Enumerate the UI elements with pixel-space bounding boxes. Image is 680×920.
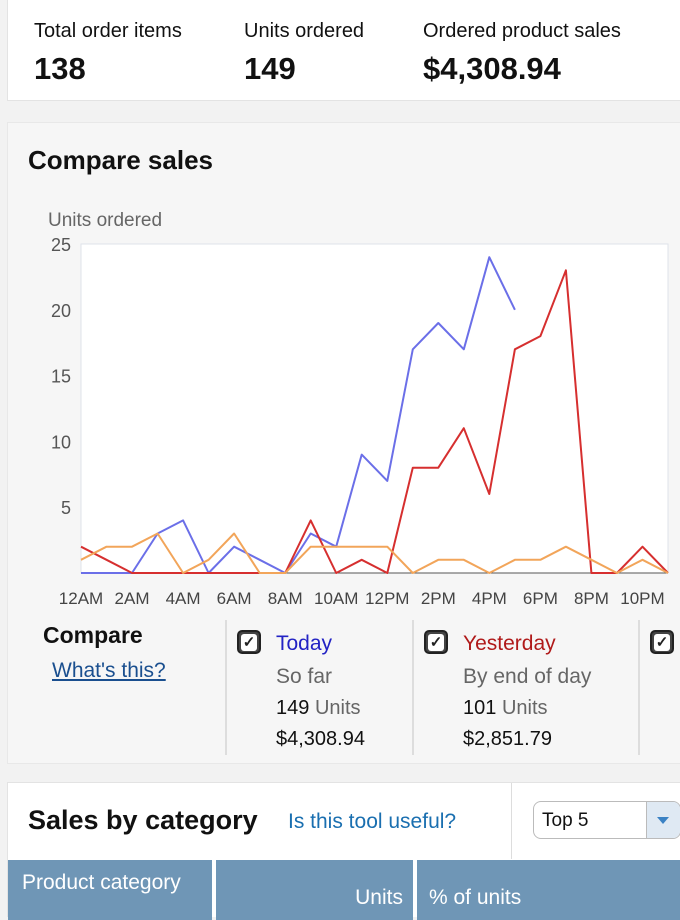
y-tick-label: 25: [51, 235, 71, 255]
x-tick-label: 8PM: [574, 589, 609, 608]
today-sales: $4,308.94: [276, 728, 365, 750]
metric-value: $4,308.94: [423, 51, 561, 86]
metric-value: 149: [244, 51, 296, 86]
yesterday-subtitle: By end of day: [463, 665, 592, 688]
today-units-label: Units: [314, 697, 361, 719]
x-tick-label: 2PM: [421, 589, 456, 608]
yesterday-title: Yesterday: [463, 632, 556, 655]
today-units: 149 Units: [276, 697, 361, 720]
today-subtitle: So far: [276, 665, 333, 688]
yesterday-units-value: 101: [463, 697, 497, 719]
yesterday-sales: $2,851.79: [463, 728, 552, 750]
header-units[interactable]: Units: [216, 860, 413, 920]
y-tick-label: 5: [61, 498, 71, 518]
yesterday-units: 101 Units: [463, 697, 548, 720]
metric-label: Units ordered: [244, 20, 365, 42]
header-percent-units[interactable]: % of units: [417, 860, 680, 920]
series-line-1: [80, 269, 669, 574]
category-table: Product category Units % of units: [8, 860, 680, 920]
y-axis-label: Units ordered: [48, 210, 162, 231]
compare-column-yesterday: ✓ Yesterday By end of day 101 Units $2,8…: [412, 620, 638, 755]
compare-sales-panel: Compare sales Units ordered 5 10 15 20 25 12AM…: [7, 122, 680, 764]
today-units-value: 149: [276, 697, 310, 719]
series-line-2: [80, 532, 669, 574]
x-tick-label: 8AM: [268, 589, 303, 608]
today-checkbox[interactable]: ✓: [237, 630, 261, 654]
today-title: Today: [276, 632, 333, 655]
tool-useful-link[interactable]: Is this tool useful?: [288, 810, 457, 833]
top-n-value: Top 5: [542, 810, 589, 831]
metric-ordered-product-sales: Ordered product sales $4,308.94: [423, 20, 621, 87]
x-tick-label: 4AM: [166, 589, 201, 608]
series-line-0: [81, 256, 516, 574]
metric-value: 138: [34, 51, 86, 86]
header-product-category[interactable]: Product category: [8, 860, 212, 920]
yesterday-units-label: Units: [501, 697, 548, 719]
section-title: Compare sales: [28, 145, 213, 175]
yesterday-checkbox[interactable]: ✓: [424, 630, 448, 654]
x-tick-label: 12PM: [365, 589, 409, 608]
y-tick-label: 20: [51, 301, 71, 321]
y-tick-label: 15: [51, 367, 71, 387]
x-tick-label: 12AM: [59, 589, 103, 608]
units-ordered-line-chart: Units ordered 5 10 15 20 25 12AM 2AM 4AM 6AM 8AM 10…: [48, 210, 669, 608]
metric-units-ordered: Units ordered 149: [244, 20, 364, 87]
x-tick-label: 2AM: [115, 589, 150, 608]
whats-this-link[interactable]: What's this?: [52, 659, 166, 682]
compare-column-third: ✓: [638, 620, 680, 755]
metric-label: Total order items: [34, 20, 182, 42]
compare-label: Compare: [43, 622, 143, 648]
compare-column-today: ✓ Today So far 149 Units $4,308.94: [225, 620, 412, 755]
x-tick-label: 10AM: [314, 589, 358, 608]
sales-by-category-panel: Sales by category Is this tool useful? T…: [7, 782, 680, 920]
section-title: Sales by category: [28, 805, 258, 835]
chevron-down-icon[interactable]: [646, 802, 680, 838]
summary-panel: Total order items 138 Units ordered 149 …: [7, 0, 680, 101]
y-tick-label: 10: [51, 432, 71, 452]
x-tick-label: 6PM: [523, 589, 558, 608]
top-n-select[interactable]: Top 5: [533, 801, 680, 839]
metric-total-order-items: Total order items 138: [34, 20, 182, 87]
x-tick-label: 6AM: [217, 589, 252, 608]
divider: [511, 783, 512, 859]
x-tick-label: 10PM: [620, 589, 664, 608]
third-checkbox[interactable]: ✓: [650, 630, 674, 654]
x-tick-label: 4PM: [472, 589, 507, 608]
plot-area: [80, 243, 669, 574]
metric-label: Ordered product sales: [423, 20, 621, 42]
